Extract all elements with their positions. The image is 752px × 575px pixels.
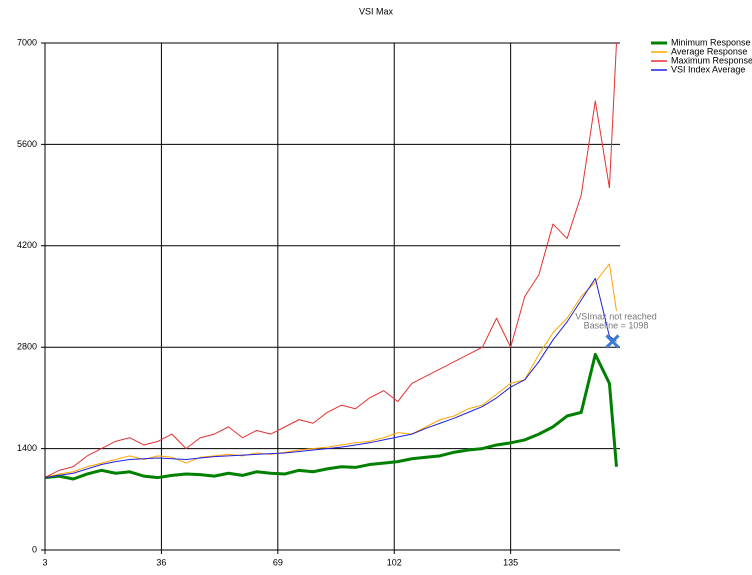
y-tick-label: 2800 xyxy=(17,342,37,352)
annotation: Baseline = 1098 xyxy=(584,320,649,330)
y-tick-label: 5600 xyxy=(17,139,37,149)
series-line xyxy=(44,263,617,479)
series-line xyxy=(44,352,618,481)
y-tick-label: 1400 xyxy=(17,443,37,453)
x-tick-label: 36 xyxy=(156,557,166,567)
x-tick-label: 3 xyxy=(42,557,47,567)
x-tick-label: 69 xyxy=(273,557,283,567)
x-tick-label: 102 xyxy=(387,557,402,567)
legend-label: Average Response xyxy=(671,46,747,56)
legend-label: VSI Index Average xyxy=(671,64,745,74)
series-line xyxy=(44,277,617,479)
chart-title: VSI Max xyxy=(359,6,394,16)
series-line xyxy=(44,42,617,479)
y-tick-label: 4200 xyxy=(17,240,37,250)
legend-label: Minimum Response xyxy=(671,37,751,47)
y-tick-label: 7000 xyxy=(17,37,37,47)
y-tick-label: 0 xyxy=(32,544,37,554)
vsimax-marker xyxy=(605,334,620,349)
x-tick-label: 135 xyxy=(503,557,518,567)
annotation: VSImax not reached xyxy=(575,311,657,321)
legend-label: Maximum Response xyxy=(671,55,752,65)
